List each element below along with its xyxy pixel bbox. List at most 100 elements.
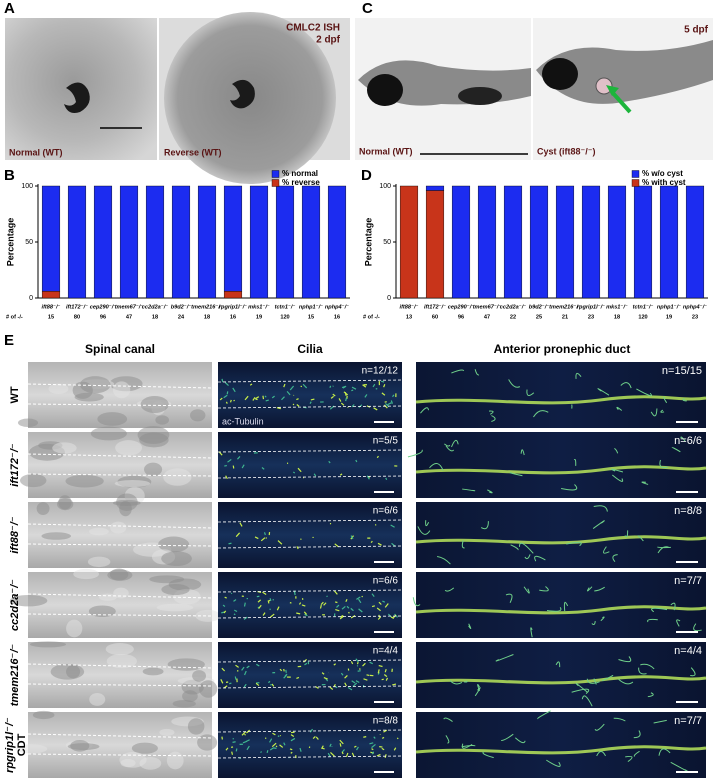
count-label: 80 — [74, 314, 80, 320]
cilium — [358, 608, 363, 613]
cilium — [300, 538, 302, 540]
cilium — [647, 692, 654, 698]
cilium — [299, 747, 302, 752]
texture — [114, 480, 151, 488]
cilium — [508, 379, 521, 388]
cilium — [264, 395, 267, 398]
cilium — [277, 735, 280, 738]
cilium — [378, 601, 382, 605]
cilium — [650, 408, 658, 417]
cilium — [371, 593, 375, 598]
cilium — [298, 602, 302, 605]
cilium — [269, 608, 271, 611]
cilium — [321, 745, 324, 749]
cilium — [268, 680, 271, 684]
cilium — [245, 739, 250, 743]
texture — [58, 495, 72, 510]
cilium — [373, 407, 378, 411]
cilium — [385, 477, 388, 481]
n-label: n=6/6 — [373, 576, 399, 587]
cilium — [269, 598, 272, 602]
count-label: 13 — [406, 314, 412, 320]
canal-outline — [27, 733, 213, 757]
row-label-text: ift172⁻/⁻ — [9, 443, 21, 487]
count-label: 96 — [100, 314, 106, 320]
texture — [67, 743, 100, 751]
cilium — [346, 605, 350, 609]
cilium — [514, 737, 526, 744]
texture — [110, 521, 127, 534]
cilia-image — [218, 362, 402, 428]
cilia-image — [218, 432, 402, 498]
cilium — [303, 611, 308, 615]
texture — [89, 527, 109, 536]
cilium — [277, 540, 283, 545]
cilium — [487, 489, 493, 494]
cilium — [392, 683, 397, 686]
eye — [367, 74, 403, 106]
cilium — [326, 595, 328, 598]
legend-swatch — [271, 179, 280, 187]
n-label: n=7/7 — [674, 715, 702, 727]
cilium — [575, 372, 582, 379]
cilium — [468, 623, 472, 629]
texture — [66, 619, 83, 638]
x-tick-label: rpgrip1l⁻/⁻ — [577, 304, 605, 310]
cilium — [357, 670, 361, 672]
cilium — [263, 532, 266, 536]
cilium — [296, 612, 301, 615]
count-label: 15 — [48, 314, 54, 320]
bar-segment — [41, 185, 61, 292]
cilium — [235, 748, 238, 752]
count-label: 47 — [484, 314, 490, 320]
cilium — [329, 686, 334, 690]
cilium — [320, 601, 324, 606]
cilium — [361, 595, 364, 598]
count-label: 15 — [308, 314, 314, 320]
cilium — [309, 728, 314, 733]
x-tick-label: nphp4⁻/⁻ — [325, 304, 349, 310]
n-label: n=6/6 — [373, 506, 399, 517]
count-label: 19 — [666, 314, 672, 320]
cilium — [241, 666, 245, 671]
cilium — [339, 473, 343, 476]
x-tick-label: mks1⁻/⁻ — [606, 304, 628, 310]
cilium — [370, 540, 373, 544]
cilium — [611, 468, 624, 473]
cilium — [347, 686, 353, 691]
cilium — [224, 381, 229, 386]
bar-segment — [685, 185, 705, 299]
cilium — [362, 662, 366, 667]
heart-stain — [64, 82, 90, 113]
eye — [542, 58, 578, 90]
cilium — [340, 672, 344, 676]
cilium — [474, 369, 480, 376]
cilium — [671, 447, 681, 453]
cilium — [509, 472, 523, 477]
x-tick-label: tmem67⁻/⁻ — [473, 304, 502, 310]
cilium — [611, 474, 624, 482]
cilium — [243, 683, 247, 688]
cilium — [524, 554, 531, 560]
cilium — [488, 410, 494, 415]
cilium — [537, 710, 551, 720]
row-label: tmem216⁻/⁻ — [9, 644, 21, 707]
legend-label: % w/o cyst — [642, 169, 683, 178]
texture — [73, 568, 100, 580]
count-label: 18 — [614, 314, 620, 320]
cilium — [387, 613, 392, 618]
cilium — [289, 385, 295, 391]
texture — [79, 376, 111, 394]
cilium — [641, 481, 649, 485]
cilium — [371, 743, 376, 749]
cilium — [237, 456, 241, 460]
cilium — [680, 436, 686, 442]
cilium — [636, 388, 652, 397]
texture — [161, 583, 190, 596]
cilium — [387, 402, 392, 406]
cilium — [520, 449, 525, 456]
count-row-label: # of -/- — [6, 314, 23, 320]
cilium — [281, 396, 285, 401]
cilium — [351, 752, 355, 757]
